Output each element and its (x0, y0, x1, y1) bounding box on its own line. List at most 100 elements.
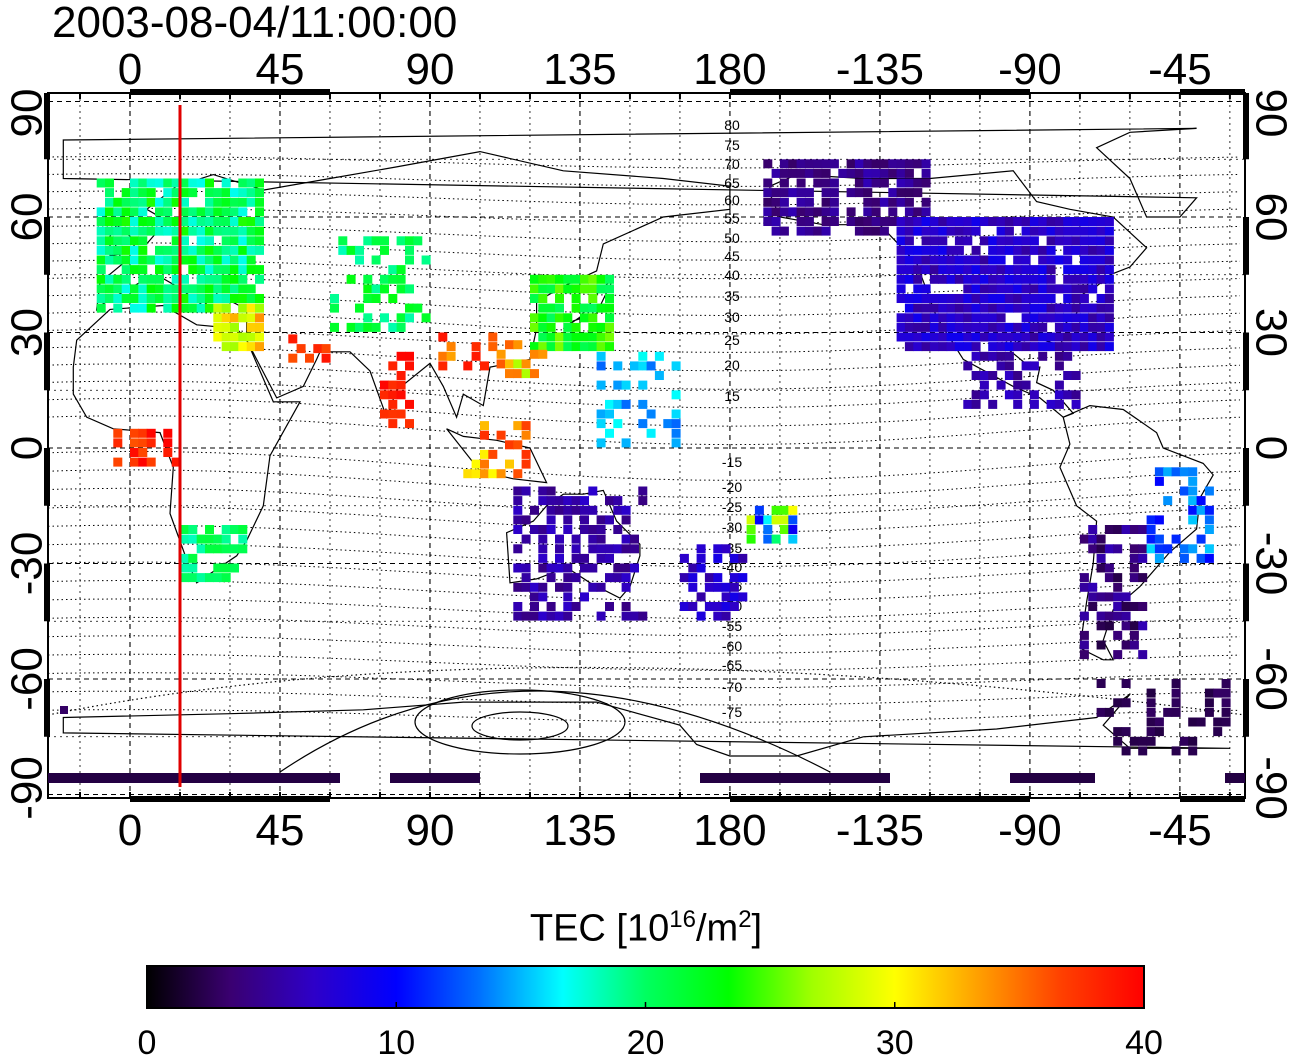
tec-cell (1063, 303, 1073, 313)
tec-cell (1013, 390, 1023, 400)
tec-cell (1104, 226, 1114, 236)
tec-cell (1054, 255, 1064, 265)
tec-cell (555, 313, 564, 323)
tec-cell (1013, 274, 1023, 284)
tec-cell (163, 226, 173, 236)
tec-cell (1021, 332, 1031, 342)
tec-cell (521, 573, 531, 583)
tec-cell (988, 313, 998, 323)
tec-cell (879, 168, 889, 178)
tec-cell (180, 217, 189, 226)
tec-cell (580, 332, 589, 342)
tec-cell (580, 563, 589, 573)
tec-cell (196, 178, 206, 188)
tec-cell (246, 294, 256, 303)
tec-cell (954, 332, 964, 342)
tec-cell (679, 602, 689, 611)
tec-cell (130, 438, 139, 448)
tec-cell (913, 313, 923, 323)
tec-cell (246, 342, 256, 352)
tec-cell (580, 274, 589, 284)
tec-cell (929, 236, 939, 246)
tec-cell (321, 344, 331, 354)
tec-cell (1038, 245, 1048, 255)
tec-cell (513, 525, 523, 534)
tec-cell (130, 265, 139, 275)
tec-cell (555, 505, 564, 515)
tec-cell (446, 342, 456, 352)
tec-cell (121, 207, 131, 217)
tec-cell (913, 207, 923, 217)
tec-cell (571, 332, 581, 342)
tec-cell (763, 515, 773, 525)
tec-cell (221, 188, 231, 198)
tec-cell (563, 573, 573, 583)
tec-cell (1088, 245, 1098, 255)
tec-cell (1179, 486, 1189, 496)
tec-cell (904, 265, 914, 275)
tec-cell (938, 332, 948, 342)
tec-cell (1079, 313, 1089, 323)
tec-cell (1029, 294, 1039, 303)
magnetic-lat-label: -25 (722, 499, 742, 515)
tec-cell (380, 245, 389, 255)
tec-cell (1146, 544, 1156, 554)
colorbar: 0 10 20 30 40 (138, 965, 1163, 1057)
tec-cell (546, 563, 556, 573)
tec-cell (979, 274, 989, 284)
tec-cell (1129, 640, 1139, 650)
tec-cell (230, 294, 239, 303)
tec-cell (1113, 630, 1123, 640)
tec-cell (596, 303, 606, 313)
tec-cell (1013, 371, 1023, 380)
tec-cell (1021, 284, 1031, 294)
tec-cell (213, 197, 223, 207)
tec-cell (1063, 351, 1073, 361)
tec-cell (188, 294, 198, 303)
tec-cell (530, 342, 539, 352)
tec-cell (596, 284, 606, 294)
tec-cell (696, 592, 706, 602)
axis-band (1180, 89, 1245, 95)
tec-cell (330, 303, 339, 313)
tec-cell (496, 359, 506, 369)
tec-cell (871, 207, 881, 217)
tec-cell (530, 369, 539, 379)
tec-cell (138, 428, 148, 438)
tec-cell (979, 313, 989, 323)
tec-cell (188, 525, 198, 534)
tec-cell (896, 178, 906, 188)
tec-cell (1121, 679, 1131, 688)
tec-cell (1079, 534, 1089, 544)
tec-cell (238, 313, 248, 323)
tec-cell (821, 178, 831, 188)
tec-cell (521, 449, 531, 459)
tec-cell (1096, 707, 1106, 717)
tec-cell (638, 611, 648, 621)
tec-cell (1054, 399, 1064, 409)
tec-cell (596, 534, 606, 544)
tec-cell (721, 582, 731, 592)
tec-cell (521, 515, 531, 525)
tec-cell (405, 236, 414, 246)
tec-cell (513, 340, 523, 350)
tec-cell (1029, 303, 1039, 313)
tec-cell (546, 611, 556, 621)
tec-cell (996, 322, 1006, 332)
tec-cell (105, 245, 114, 255)
tec-cell (1029, 322, 1039, 332)
tec-cell (1021, 342, 1031, 352)
tec-cell (505, 369, 514, 379)
tec-cell (963, 361, 973, 371)
tec-cell (1121, 611, 1131, 621)
tec-cell (954, 255, 964, 265)
tec-cell (1046, 265, 1056, 275)
tec-cell (1063, 294, 1073, 303)
tec-cell (1146, 515, 1156, 525)
tec-cell (205, 265, 214, 275)
tec-cell (121, 197, 131, 207)
tec-cell (896, 284, 906, 294)
tec-cell (938, 245, 948, 255)
tec-cell (255, 236, 264, 246)
tec-cell (1079, 322, 1089, 332)
